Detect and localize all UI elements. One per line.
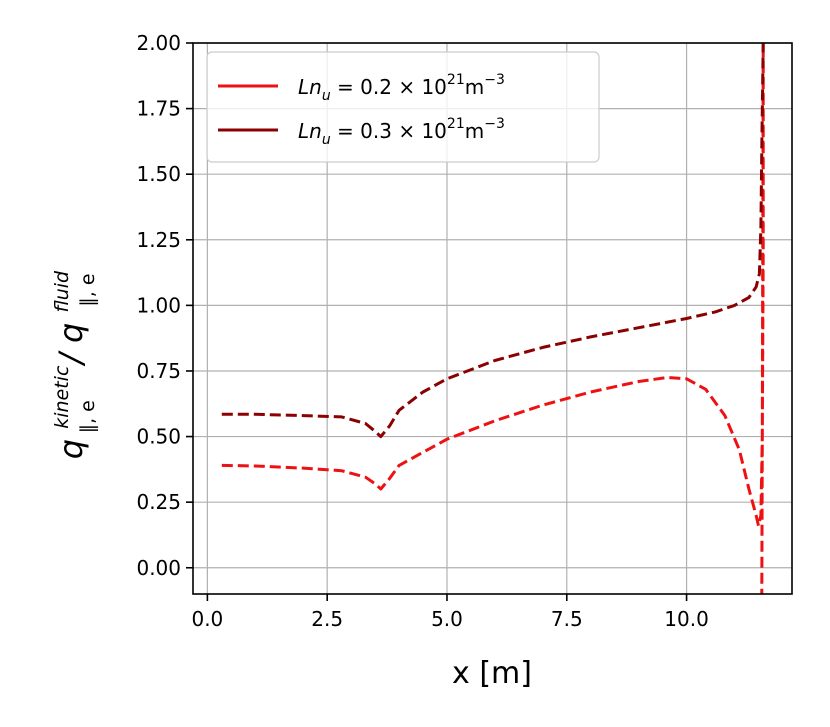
y-label-base-1: q [52,439,90,459]
y-label-sup-2: fluid [51,270,73,313]
axis-ticks: 0.0 2.5 5.0 7.5 10.0 0.00 0.25 0.50 0.75 1.00 1.25… [136,31,708,631]
legend-1-prefix: Ln [298,75,322,99]
legend-label-series-2: Lnu = 0.3 × 1021m−3 [298,116,505,148]
x-tick-label: 7.5 [551,607,583,631]
legend-box [206,51,600,163]
series-line-2 [221,43,765,439]
legend-1-unit: m [465,75,484,99]
y-tick-label: 1.50 [136,162,181,186]
legend-1-exp: 21 [447,72,465,88]
legend-2-unit-exp: −3 [484,116,505,132]
y-tick-label: 1.75 [136,97,181,121]
y-tick-label: 1.00 [136,293,181,317]
x-tick-label: 2.5 [311,607,343,631]
x-tick-label: 5.0 [431,607,463,631]
legend-2-exp: 21 [447,116,465,132]
x-tick-label: 10.0 [664,607,709,631]
y-tick-label: 1.25 [136,228,181,252]
legend-label-series-1: Lnu = 0.2 × 1021m−3 [298,72,505,104]
x-tick-label: 0.0 [191,607,223,631]
legend-1-unit-exp: −3 [484,72,505,88]
legend-1-mid: = 0.2 × 10 [331,75,447,99]
y-tick-label: 0.75 [136,359,181,383]
legend-1-sub: u [322,88,331,104]
legend-2-sub: u [322,132,331,148]
y-label-sub-1: ∥, e [77,400,99,433]
x-axis-label: x [m] [452,656,532,691]
legend: Lnu = 0.2 × 1021m−3 Lnu = 0.3 × 1021m−3 [206,51,600,163]
y-label-slash: / [52,350,90,367]
plot-frame [192,42,793,595]
y-tick-label: 2.00 [136,31,181,55]
y-tick-label: 0.25 [136,490,181,514]
y-label-sup-1: kinetic [51,365,73,429]
y-tick-label: 0.00 [136,556,181,580]
legend-2-mid: = 0.3 × 10 [331,119,447,143]
series-line-1 [221,43,765,594]
y-label-sub-2: ∥, e [77,273,99,306]
legend-2-prefix: Ln [298,119,322,143]
legend-2-unit: m [465,119,484,143]
y-label-base-2: q [52,323,90,343]
series-group [221,43,765,594]
y-tick-label: 0.50 [136,425,181,449]
y-axis-label: q kinetic ∥, e / q fluid ∥, e [38,261,102,460]
